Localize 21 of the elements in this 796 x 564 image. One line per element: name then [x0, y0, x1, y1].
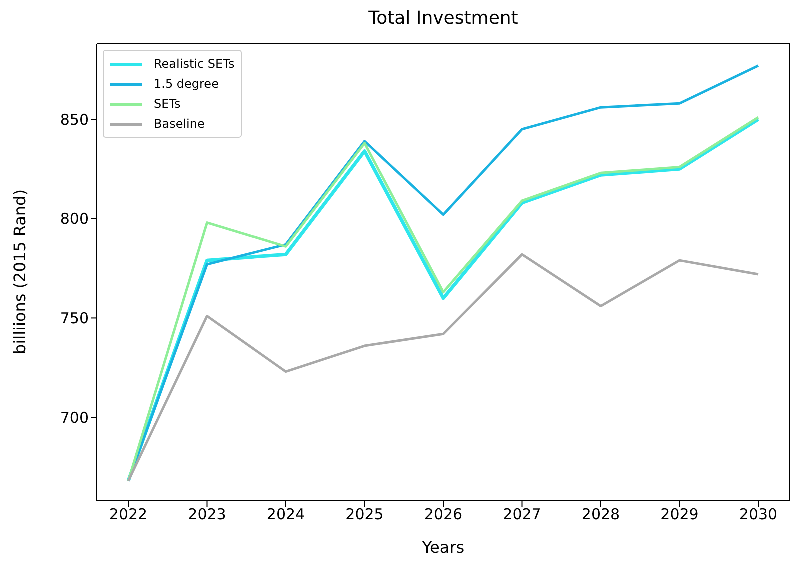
x-tick-label: 2026	[424, 506, 463, 524]
x-tick-label: 2029	[660, 506, 699, 524]
legend-label: Realistic SETs	[154, 57, 235, 71]
x-tick-label: 2028	[582, 506, 620, 524]
x-tick-label: 2024	[266, 506, 306, 524]
x-tick-label: 2027	[503, 506, 542, 524]
y-tick-label: 850	[60, 110, 89, 129]
legend-label: Baseline	[154, 117, 205, 131]
x-tick-label: 2025	[346, 506, 384, 524]
y-axis-title: billiions (2015 Rand)	[10, 190, 30, 354]
x-axis-title: Years	[421, 538, 466, 557]
x-tick-label: 2030	[739, 506, 778, 524]
x-tick-label: 2023	[188, 506, 226, 524]
y-tick-label: 700	[60, 408, 89, 427]
legend-label: 1.5 degree	[154, 77, 219, 91]
x-tick-label: 2022	[109, 506, 148, 524]
y-tick-label: 750	[60, 310, 89, 328]
line-series	[127, 253, 760, 482]
y-tick-label: 800	[60, 210, 89, 228]
chart-title: Total Investment	[368, 8, 520, 29]
legend-label: SETs	[154, 97, 181, 111]
